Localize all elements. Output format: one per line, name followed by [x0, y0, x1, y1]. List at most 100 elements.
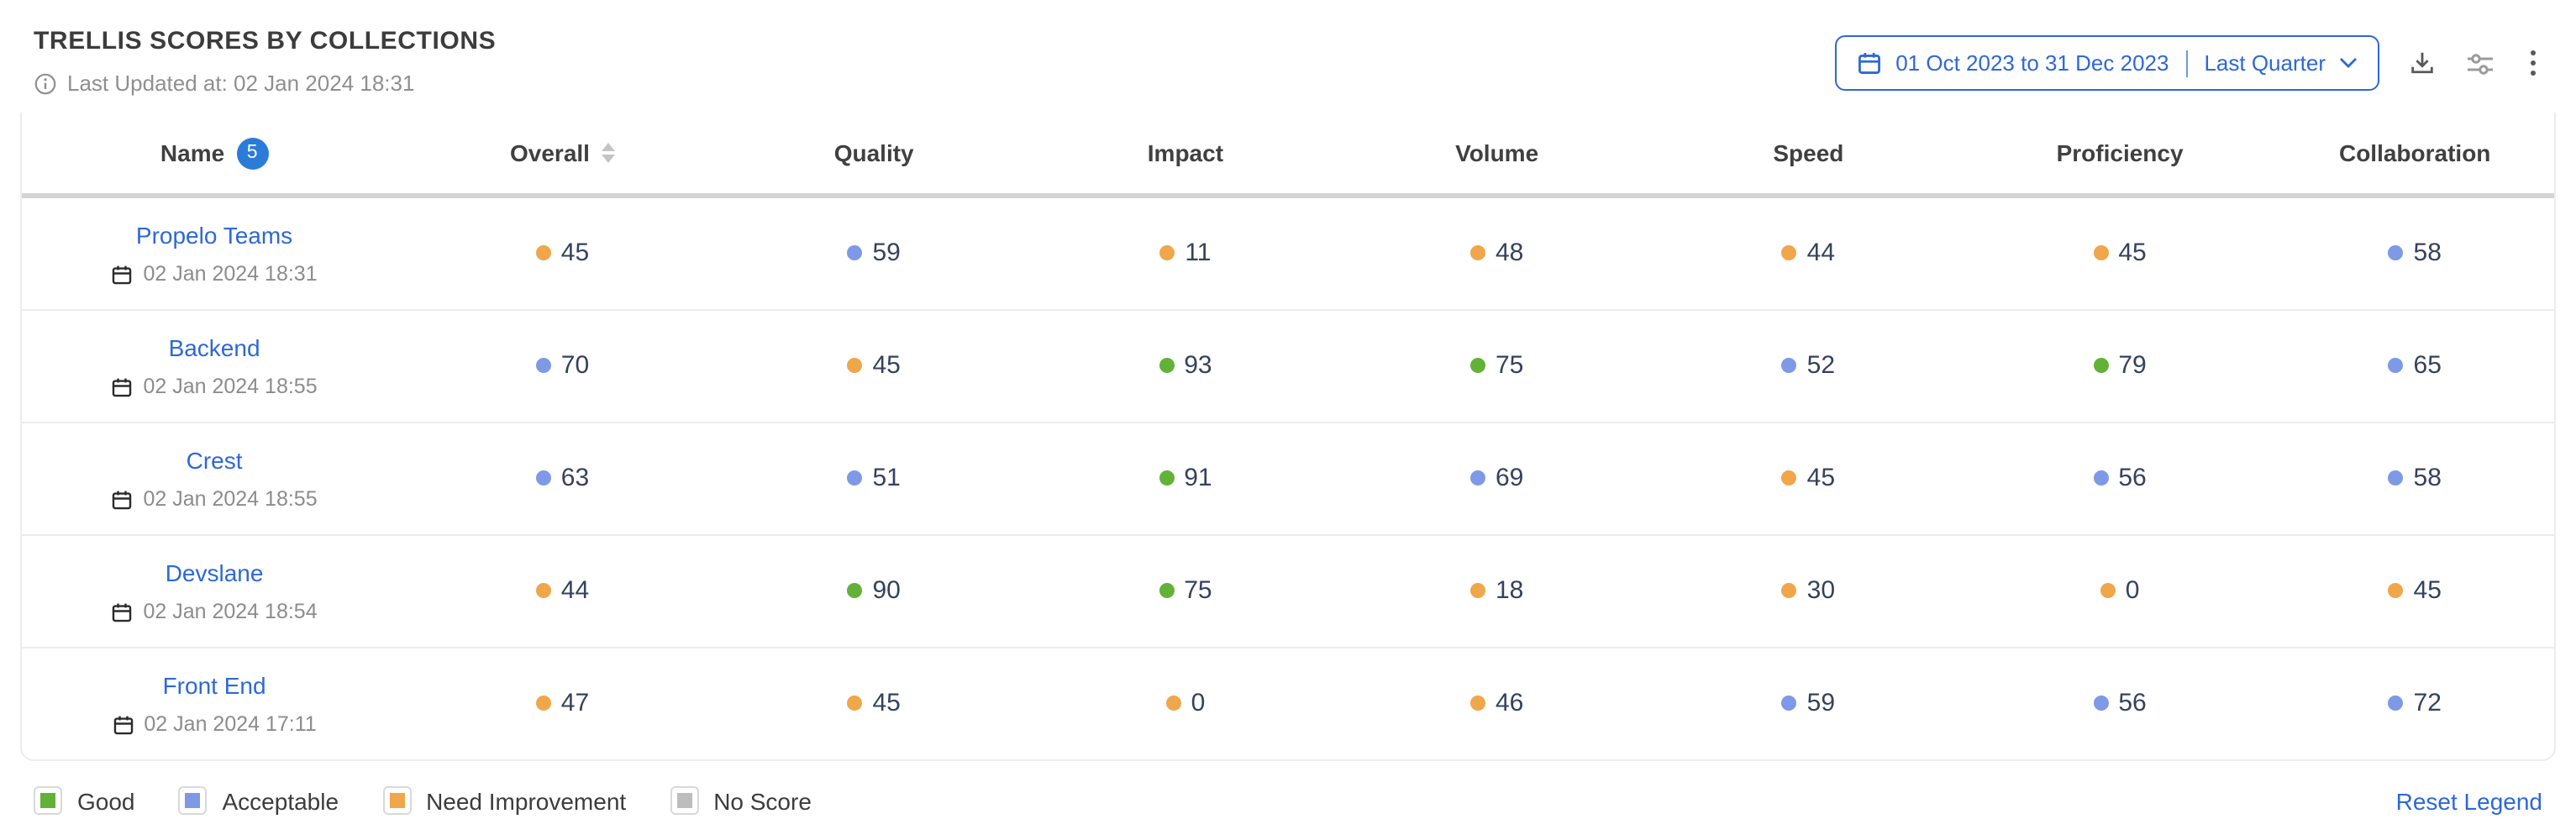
- table-row: Front End 02 Jan 2024 17:11 47 45 0 46 59 56 72: [22, 648, 2554, 759]
- legend-item-need-improvement[interactable]: Need Improvement: [382, 786, 626, 815]
- column-header-impact: Impact: [1029, 113, 1342, 198]
- score-value: 59: [1806, 689, 1836, 717]
- legend-swatch: [178, 786, 208, 815]
- status-dot-need-improvement: [847, 696, 863, 711]
- score-cell-collaboration: 58: [2275, 423, 2554, 535]
- status-dot-need-improvement: [2388, 583, 2404, 598]
- collection-link[interactable]: Devslane: [165, 559, 264, 586]
- score-value: 30: [1806, 576, 1836, 605]
- status-dot-need-improvement: [535, 583, 551, 598]
- score-value: 47: [560, 689, 590, 717]
- legend-item-no-score[interactable]: No Score: [670, 786, 812, 815]
- header-controls: 01 Oct 2023 to 31 Dec 2023 Last Quarter: [1835, 35, 2542, 91]
- sliders-icon: [2468, 53, 2493, 74]
- kebab-icon: [2531, 71, 2536, 76]
- status-dot-acceptable: [1781, 696, 1797, 711]
- legend-item-acceptable[interactable]: Acceptable: [178, 786, 339, 815]
- column-label: Proficiency: [2056, 139, 2184, 166]
- score-cell-impact: 75: [1030, 535, 1342, 648]
- score-cell-impact: 93: [1030, 310, 1342, 423]
- download-button[interactable]: [2408, 49, 2437, 77]
- status-dot-good: [2093, 358, 2109, 373]
- score-value: 69: [1495, 464, 1524, 492]
- legend-label: Need Improvement: [426, 787, 627, 814]
- status-dot-good: [1159, 583, 1175, 598]
- row-updated-text: 02 Jan 2024 17:11: [144, 712, 317, 736]
- download-icon: [2411, 52, 2433, 74]
- score-cell-quality: 45: [718, 648, 1030, 759]
- score-cell-overall: 45: [407, 196, 718, 310]
- status-dot-need-improvement: [2100, 583, 2116, 598]
- divider: [2185, 50, 2188, 76]
- score-value: 45: [2413, 576, 2442, 605]
- score-cell-overall: 44: [407, 535, 718, 648]
- score-value: 75: [1184, 576, 1212, 605]
- status-dot-need-improvement: [2093, 245, 2109, 260]
- sort-asc-icon: [601, 143, 615, 151]
- row-updated: 02 Jan 2024 18:31: [24, 262, 405, 286]
- status-dot-need-improvement: [1781, 470, 1797, 486]
- calendar-icon: [113, 265, 132, 284]
- row-updated-text: 02 Jan 2024 18:54: [143, 600, 318, 623]
- last-updated-text: Last Updated at: 02 Jan 2024 18:31: [67, 71, 415, 96]
- score-cell-speed: 52: [1653, 310, 1964, 423]
- status-dot-acceptable: [1469, 470, 1485, 486]
- status-dot-need-improvement: [1469, 245, 1485, 260]
- score-cell-quality: 51: [718, 423, 1030, 535]
- chevron-down-icon: [2340, 58, 2357, 68]
- column-label: Quality: [833, 139, 914, 166]
- name-cell: Propelo Teams 02 Jan 2024 18:31: [22, 196, 407, 310]
- kebab-icon: [2531, 60, 2536, 66]
- collection-link[interactable]: Crest: [186, 447, 243, 474]
- calendar-icon: [113, 715, 133, 734]
- score-value: 44: [560, 576, 590, 605]
- date-range-picker[interactable]: 01 Oct 2023 to 31 Dec 2023 Last Quarter: [1835, 35, 2379, 91]
- name-cell: Backend 02 Jan 2024 18:55: [22, 310, 407, 423]
- status-dot-good: [1159, 470, 1175, 486]
- score-value: 0: [2125, 576, 2140, 605]
- collection-link[interactable]: Front End: [162, 672, 266, 699]
- status-dot-good: [847, 583, 863, 598]
- status-dot-acceptable: [535, 470, 551, 486]
- row-updated: 02 Jan 2024 18:55: [24, 487, 405, 511]
- legend-color-square: [676, 793, 692, 808]
- status-dot-good: [1469, 358, 1485, 373]
- sort-toggle[interactable]: [601, 143, 615, 163]
- score-cell-collaboration: 58: [2275, 196, 2554, 310]
- score-value: 56: [2118, 464, 2147, 492]
- legend-item-good[interactable]: Good: [34, 786, 135, 815]
- score-cell-speed: 45: [1653, 423, 1964, 535]
- date-range-label: 01 Oct 2023 to 31 Dec 2023: [1895, 50, 2169, 76]
- score-cell-proficiency: 56: [1964, 648, 2276, 759]
- column-label: Collaboration: [2338, 139, 2491, 166]
- settings-button[interactable]: [2465, 48, 2495, 78]
- collection-link[interactable]: Propelo Teams: [135, 222, 293, 249]
- legend-swatch: [670, 786, 699, 815]
- status-dot-need-improvement: [1781, 245, 1797, 260]
- score-value: 65: [2413, 351, 2442, 380]
- score-cell-proficiency: 79: [1964, 310, 2276, 423]
- score-cell-speed: 30: [1653, 535, 1964, 648]
- column-header-name: Name 5: [22, 113, 407, 198]
- score-cell-speed: 44: [1653, 196, 1964, 310]
- column-header-quality: Quality: [718, 113, 1030, 198]
- score-cell-overall: 63: [407, 423, 718, 535]
- score-cell-volume: 75: [1341, 310, 1653, 423]
- more-menu-button[interactable]: [2524, 47, 2542, 79]
- collection-link[interactable]: Backend: [168, 334, 260, 361]
- score-cell-quality: 45: [718, 310, 1030, 423]
- status-dot-good: [1159, 358, 1175, 373]
- table-row: Propelo Teams 02 Jan 2024 18:31 45 59 11 48 4…: [22, 196, 2554, 310]
- status-dot-acceptable: [535, 358, 551, 373]
- score-value: 75: [1495, 351, 1524, 380]
- score-value: 90: [872, 576, 901, 605]
- reset-legend-link[interactable]: Reset Legend: [2395, 787, 2542, 814]
- score-value: 70: [560, 351, 590, 380]
- column-header-overall[interactable]: Overall: [407, 113, 718, 198]
- table-header-row: Name 5 Overall Quality Impact Volume Speed Prof…: [22, 113, 2554, 198]
- column-label: Impact: [1147, 139, 1224, 166]
- score-value: 63: [560, 464, 590, 492]
- score-value: 45: [1806, 464, 1836, 492]
- score-value: 0: [1191, 689, 1206, 717]
